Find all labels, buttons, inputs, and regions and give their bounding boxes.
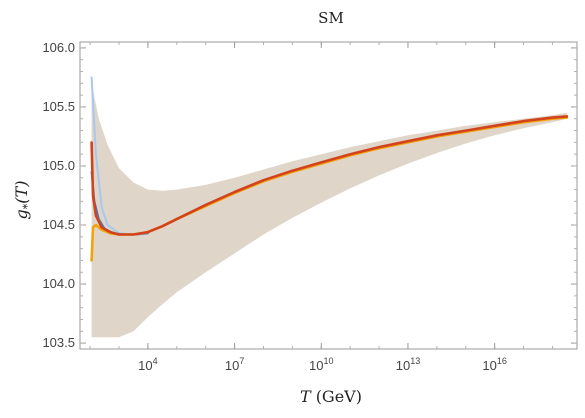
x-axis-var: T (300, 387, 312, 406)
y-axis-arg: (T) (12, 181, 31, 204)
y-tick-label: 105.5 (42, 99, 75, 114)
y-axis-sub: * (21, 203, 34, 209)
x-tick-label: 107 (225, 356, 244, 373)
x-axis-label: T (GeV) (300, 387, 362, 406)
y-tick-label: 103.5 (42, 335, 75, 350)
series-lines (90, 76, 569, 262)
y-tick-label: 106.0 (42, 40, 75, 55)
chart-title: SM (318, 9, 344, 27)
series-line-4 (90, 115, 569, 236)
y-tick-label: 104.0 (42, 276, 75, 291)
y-tick-label: 105.0 (42, 158, 75, 173)
y-axis-var: g (12, 209, 31, 219)
band-area (91, 83, 567, 338)
x-tick-label: 1016 (482, 356, 506, 373)
x-tick-label: 1013 (396, 356, 420, 373)
uncertainty-band (91, 83, 567, 338)
y-tick-label: 104.5 (42, 217, 75, 232)
y-axis-label: g*(T) (12, 181, 34, 220)
axis-ticks: 103.5 104.0 104.5 105.0 105.5 106.0 104 107 1010… (42, 40, 577, 373)
x-axis-unit: (GeV) (316, 387, 362, 406)
plot-frame (79, 41, 578, 350)
x-tick-label: 104 (138, 356, 157, 373)
x-tick-label: 1010 (309, 356, 333, 373)
